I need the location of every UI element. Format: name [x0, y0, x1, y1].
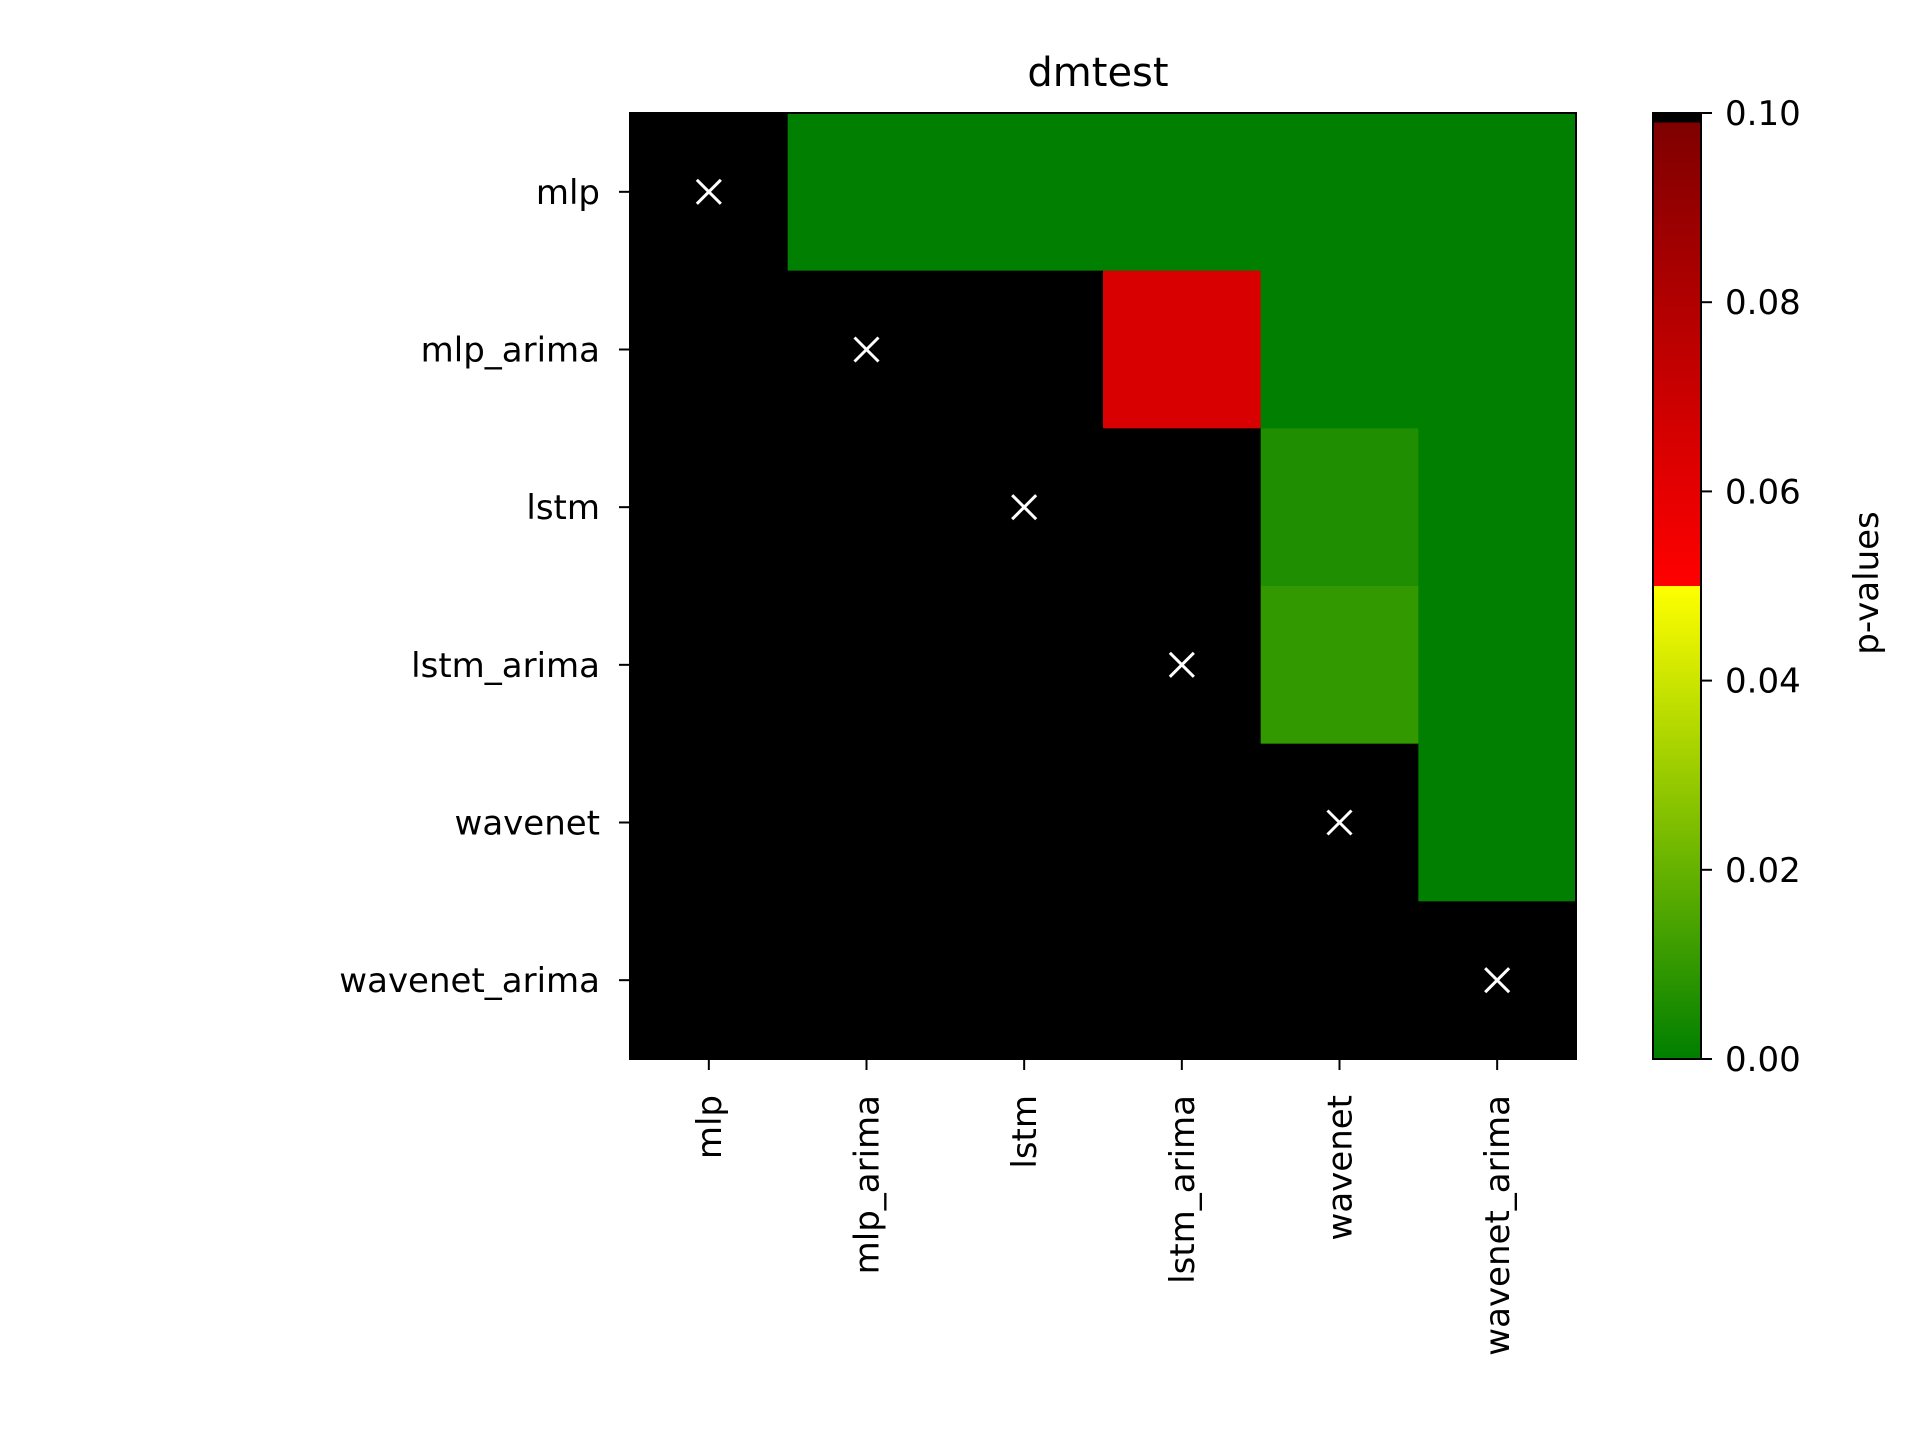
y-tick-label: wavenet_arima — [339, 961, 600, 1001]
y-tick-label: mlp — [536, 173, 600, 213]
y-tick-label: wavenet — [455, 804, 600, 844]
colorbar-label: p-values — [1847, 511, 1887, 655]
diagonal-marker-3 — [1168, 651, 1195, 678]
heatmap-cells — [630, 113, 1577, 1060]
heatmap-cell-5-0 — [630, 901, 789, 1060]
colorbar: 0.00 0.02 0.04 0.06 0.08 0.10 — [1652, 94, 1801, 1080]
diagonal-marker-0 — [695, 178, 722, 205]
heatmap-cell-3-4 — [1260, 586, 1419, 745]
x-tick-label: lstm — [1005, 1095, 1045, 1169]
heatmap-cell-5-1 — [787, 901, 946, 1060]
x-tick-label: wavenet — [1321, 1095, 1361, 1240]
heatmap-cell-0-5 — [1418, 113, 1577, 272]
heatmap-cell-4-0 — [630, 743, 789, 902]
plot-frame — [629, 112, 1577, 1060]
x-tick-label: mlp — [690, 1095, 730, 1159]
heatmap-cell-3-1 — [787, 586, 946, 745]
heatmap-cell-0-3 — [1103, 113, 1262, 272]
x-tick-label: wavenet_arima — [1478, 1095, 1518, 1356]
colorbar-tick-label: 0.02 — [1725, 851, 1801, 891]
colorbar-tick-label: 0.04 — [1725, 662, 1801, 702]
x-tick-label: lstm_arima — [1163, 1095, 1203, 1284]
heatmap-cell-0-2 — [945, 113, 1104, 272]
heatmap-cell-5-4 — [1260, 901, 1419, 1060]
heatmap-cell-3-2 — [945, 586, 1104, 745]
heatmap-cell-2-4 — [1260, 428, 1419, 587]
y-tick-label: mlp_arima — [421, 331, 600, 371]
heatmap-cell-2-1 — [787, 428, 946, 587]
heatmap-cell-4-5 — [1418, 743, 1577, 902]
x-axis: mlp mlp_arima lstm lstm_arima wavenet wavenet… — [690, 1059, 1518, 1356]
heatmap-cell-1-4 — [1260, 270, 1419, 429]
heatmap-cell-1-3 — [1103, 270, 1262, 429]
heatmap-cell-5-3 — [1103, 901, 1262, 1060]
heatmap-cell-0-1 — [787, 113, 946, 272]
y-tick-label: lstm_arima — [411, 646, 600, 686]
colorbar-tick-label: 0.06 — [1725, 472, 1801, 512]
colorbar-tick-label: 0.00 — [1725, 1040, 1801, 1080]
heatmap-cell-2-5 — [1418, 428, 1577, 587]
colorbar-tick-label: 0.10 — [1725, 94, 1801, 134]
diagonal-marker-5 — [1484, 967, 1511, 994]
heatmap-cell-1-0 — [630, 270, 789, 429]
diagonal-marker-2 — [1011, 494, 1038, 521]
heatmap-cell-5-2 — [945, 901, 1104, 1060]
diagonal-marker-4 — [1326, 809, 1353, 836]
heatmap-cell-3-0 — [630, 586, 789, 745]
heatmap-cell-2-0 — [630, 428, 789, 587]
y-tick-label: lstm — [526, 488, 600, 528]
x-tick-label: mlp_arima — [848, 1095, 888, 1274]
heatmap-cell-4-3 — [1103, 743, 1262, 902]
colorbar-gradient — [1652, 112, 1702, 1060]
heatmap-cell-2-3 — [1103, 428, 1262, 587]
heatmap-cell-3-5 — [1418, 586, 1577, 745]
diagonal-markers — [695, 178, 1511, 994]
heatmap-cell-1-5 — [1418, 270, 1577, 429]
heatmap-cell-1-2 — [945, 270, 1104, 429]
heatmap-cell-4-2 — [945, 743, 1104, 902]
diagonal-marker-1 — [853, 336, 880, 363]
heatmap-cell-4-1 — [787, 743, 946, 902]
chart-title: dmtest — [1027, 50, 1168, 96]
colorbar-tick-label: 0.08 — [1725, 283, 1801, 323]
heatmap-cell-0-4 — [1260, 113, 1419, 272]
